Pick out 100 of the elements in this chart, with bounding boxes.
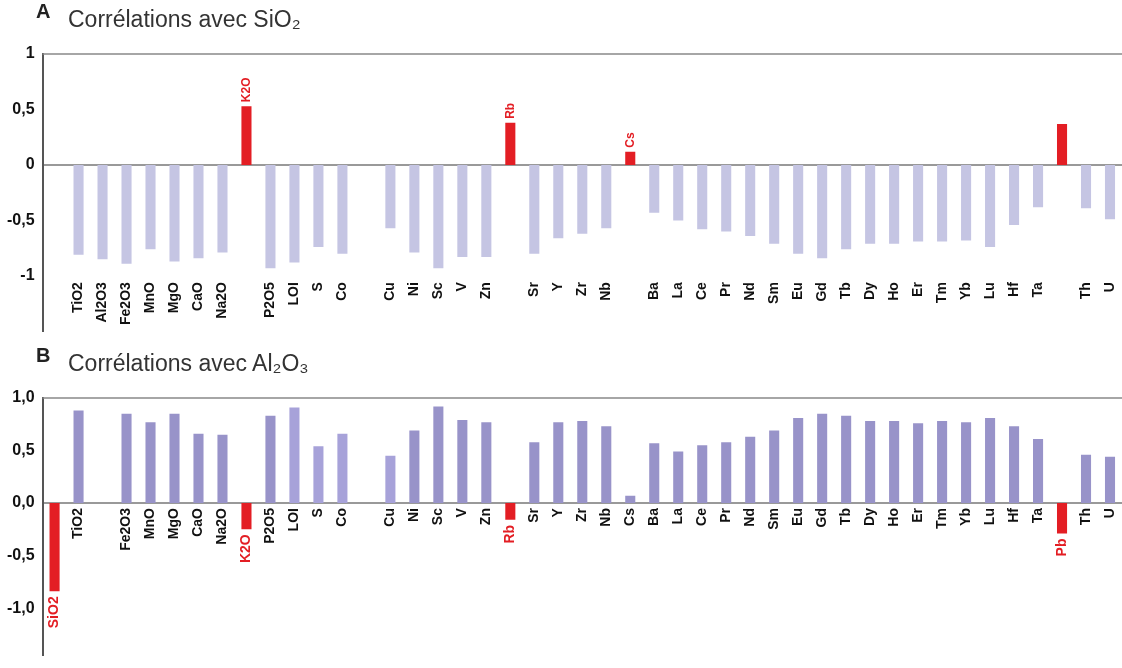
bar bbox=[625, 495, 636, 504]
x-tick-label: Hf bbox=[1004, 281, 1021, 297]
x-tick-label: Pr bbox=[717, 281, 734, 297]
bar bbox=[601, 426, 612, 504]
x-tick-label: La bbox=[669, 281, 686, 299]
bar bbox=[817, 164, 828, 259]
bar bbox=[649, 443, 660, 504]
bar bbox=[505, 122, 516, 165]
x-tick-label: CaO bbox=[189, 282, 206, 311]
x-tick-label: LOI bbox=[285, 508, 302, 532]
bar bbox=[337, 433, 348, 504]
bar bbox=[1009, 426, 1020, 504]
x-tick-label: K2O bbox=[238, 77, 253, 103]
bar bbox=[193, 433, 204, 504]
bar bbox=[625, 151, 636, 165]
bar bbox=[865, 164, 876, 244]
bar bbox=[409, 164, 420, 253]
bar bbox=[553, 422, 564, 504]
x-tick-label: Er bbox=[908, 507, 925, 523]
x-tick-label: Sc bbox=[429, 281, 446, 300]
x-tick-label: Cs bbox=[622, 131, 637, 148]
x-tick-label: Cu bbox=[381, 282, 398, 301]
x-tick-label: Fe2O3 bbox=[117, 507, 134, 551]
x-tick-label: Ce bbox=[693, 507, 710, 526]
bar bbox=[121, 164, 132, 264]
x-tick-label: S bbox=[309, 282, 326, 292]
bar bbox=[937, 164, 948, 242]
x-tick-label: MnO bbox=[141, 282, 158, 314]
bar bbox=[385, 455, 396, 504]
bar bbox=[769, 430, 780, 504]
x-tick-label: Yb bbox=[956, 282, 973, 301]
x-tick-label: MgO bbox=[165, 282, 182, 314]
x-tick-label: Dy bbox=[860, 507, 877, 526]
y-tick-label: 0 bbox=[25, 155, 35, 173]
bar bbox=[265, 164, 276, 269]
x-tick-label: SiO2 bbox=[45, 596, 62, 629]
bar bbox=[1033, 164, 1044, 208]
bar bbox=[889, 421, 900, 504]
bar bbox=[601, 164, 612, 229]
x-tick-label: Ta bbox=[1028, 507, 1045, 524]
bar bbox=[49, 503, 60, 592]
bar bbox=[193, 164, 204, 259]
x-tick-label: MgO bbox=[165, 507, 182, 540]
x-tick-label: Rb bbox=[502, 102, 517, 119]
bar bbox=[745, 164, 756, 236]
x-tick-label: Al2O3 bbox=[93, 281, 110, 323]
x-tick-label: V bbox=[453, 507, 470, 518]
x-tick-label: Zn bbox=[477, 508, 494, 526]
bar bbox=[337, 164, 348, 254]
x-tick-label: Pr bbox=[717, 507, 734, 523]
x-tick-label: Co bbox=[333, 282, 350, 301]
bar bbox=[217, 434, 228, 504]
bar bbox=[505, 503, 516, 520]
x-tick-label: Ta bbox=[1028, 281, 1045, 298]
y-tick-label: -1,0 bbox=[6, 598, 35, 616]
x-tick-label: TiO2 bbox=[69, 281, 86, 314]
y-tick-label: -1 bbox=[20, 266, 35, 284]
x-tick-label: Lu bbox=[980, 282, 997, 300]
x-tick-label: Lu bbox=[980, 508, 997, 526]
x-tick-label: Fe2O3 bbox=[117, 281, 134, 325]
x-tick-label: S bbox=[309, 508, 326, 518]
x-tick-label: Th bbox=[1076, 282, 1093, 300]
x-tick-label: K2O bbox=[237, 534, 254, 564]
bar bbox=[1009, 164, 1020, 225]
y-tick-label: 0,0 bbox=[12, 493, 35, 511]
bar bbox=[841, 415, 852, 504]
bar bbox=[577, 164, 588, 234]
bar bbox=[841, 164, 852, 250]
x-tick-label: U bbox=[1100, 508, 1117, 519]
x-tick-label: Sm bbox=[765, 282, 782, 304]
bar bbox=[721, 442, 732, 504]
bar bbox=[169, 413, 180, 504]
x-tick-label: Ba bbox=[645, 281, 662, 301]
x-tick-label: Tm bbox=[932, 282, 949, 304]
bar bbox=[169, 164, 180, 262]
x-tick-label: Sr bbox=[525, 507, 542, 523]
bar bbox=[1080, 164, 1092, 209]
bar bbox=[577, 421, 588, 504]
x-tick-label: Na2O bbox=[213, 282, 230, 319]
bar bbox=[961, 422, 972, 504]
bar bbox=[1104, 456, 1116, 504]
bar bbox=[217, 164, 228, 253]
y-tick-label: -0,5 bbox=[6, 546, 35, 563]
x-tick-label: Nd bbox=[741, 282, 758, 301]
bar bbox=[649, 164, 660, 213]
x-tick-label: P2O5 bbox=[261, 281, 278, 318]
bar bbox=[73, 410, 84, 504]
y-tick-label: -0,5 bbox=[6, 210, 35, 228]
x-tick-label: Zn bbox=[477, 282, 494, 300]
bar bbox=[529, 164, 540, 254]
x-tick-label: Sm bbox=[765, 508, 782, 530]
bar bbox=[433, 406, 444, 504]
bar bbox=[553, 164, 564, 239]
bar bbox=[241, 106, 252, 165]
bar bbox=[145, 422, 156, 504]
bar bbox=[481, 422, 492, 504]
bar bbox=[961, 164, 972, 241]
x-tick-label: La bbox=[669, 507, 686, 525]
x-tick-label: Rb bbox=[501, 524, 518, 544]
chart-title: Corrélations avec Al₂O₃ bbox=[68, 350, 309, 377]
